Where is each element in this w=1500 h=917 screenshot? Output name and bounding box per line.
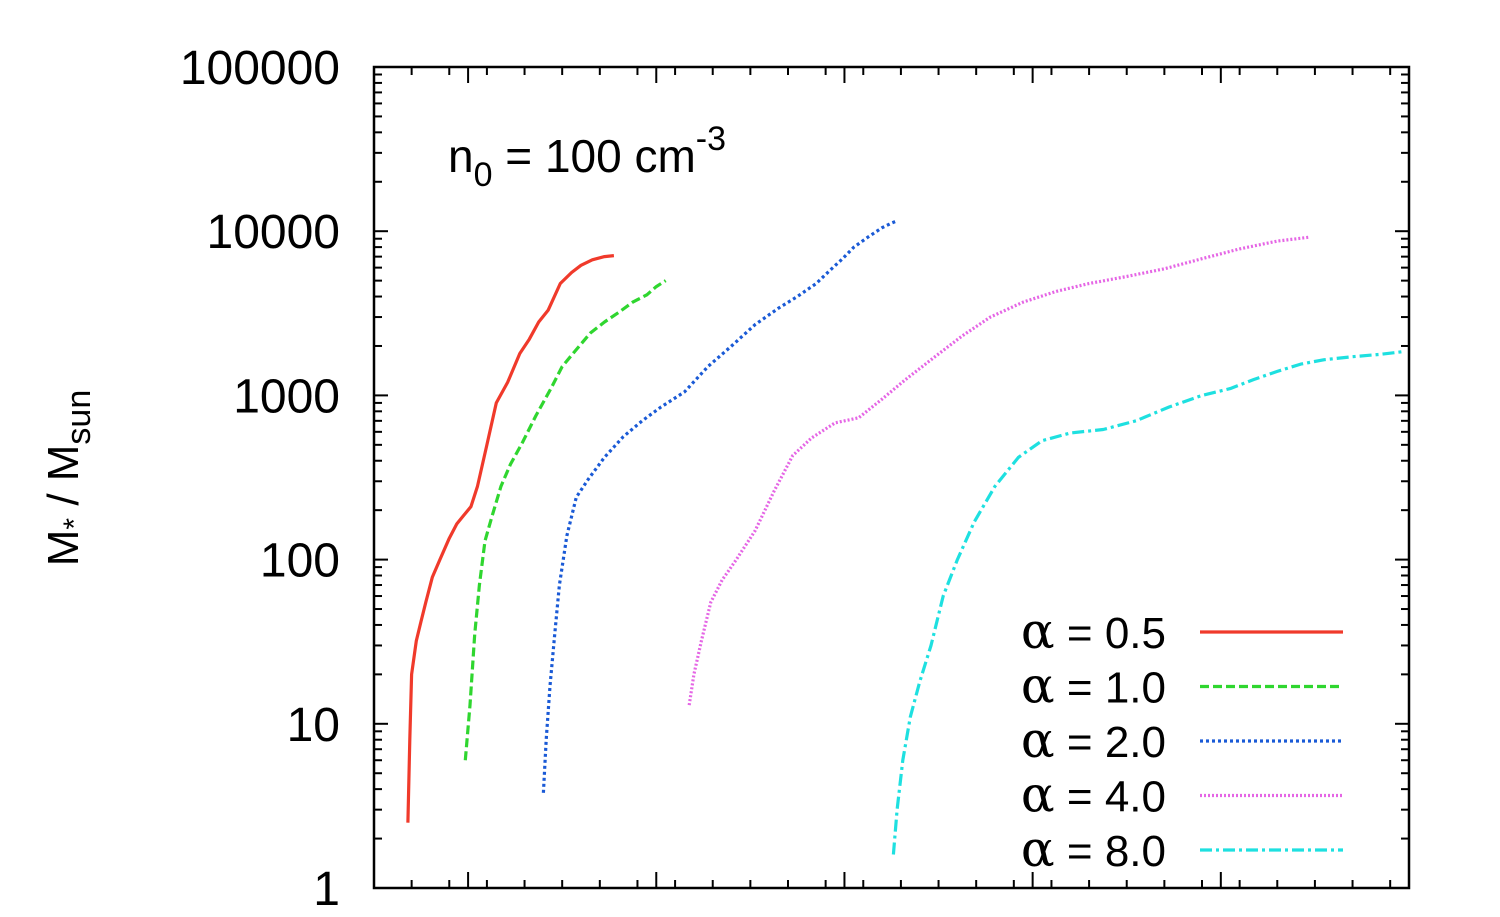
density-annotation: n0 = 100 cm-3 <box>448 120 726 194</box>
legend-alpha-symbol: α <box>1021 602 1055 660</box>
ylabel-sub: sun <box>60 390 98 445</box>
chart: 1 10 100 1000 10000 100000 M* / Msun n0 = 100… <box>0 0 1500 917</box>
series-group <box>408 221 1404 854</box>
y-tick-label: 1 <box>313 863 340 916</box>
annotation-sup: -3 <box>696 120 726 158</box>
y-tick-label: 100000 <box>180 42 340 95</box>
plot-frame <box>374 67 1409 888</box>
annotation-sub: 0 <box>474 156 493 194</box>
legend-value: = 4.0 <box>1055 773 1166 822</box>
annotation-mid: = 100 cm <box>493 130 696 182</box>
legend-alpha-symbol: α <box>1021 820 1055 878</box>
series-line-4 <box>689 237 1310 705</box>
y-tick-label: 100 <box>260 535 340 588</box>
legend-label-2: α = 1.0 <box>1021 657 1166 715</box>
y-tick-label: 10 <box>287 699 340 752</box>
annotation-base: n <box>448 130 474 182</box>
legend-label-1: α = 0.5 <box>1021 602 1166 660</box>
legend-alpha-symbol: α <box>1021 766 1055 824</box>
y-tick-label: 10000 <box>207 206 340 259</box>
legend-alpha-symbol: α <box>1021 711 1055 769</box>
legend-value: = 8.0 <box>1055 827 1166 876</box>
svg-text:M* / Msun: M* / Msun <box>39 390 98 567</box>
legend-label-4: α = 4.0 <box>1021 766 1166 824</box>
legend-value: = 1.0 <box>1055 664 1166 713</box>
ylabel-mid: / M <box>39 445 88 518</box>
y-axis-label: M* / Msun <box>39 390 98 567</box>
ylabel-star: * <box>58 518 91 530</box>
axis-ticks <box>374 67 1409 888</box>
legend-value: = 2.0 <box>1055 718 1166 767</box>
legend-label-3: α = 2.0 <box>1021 711 1166 769</box>
ylabel-base: M <box>39 530 88 567</box>
svg-text:n0 = 100 cm-3: n0 = 100 cm-3 <box>448 120 726 194</box>
y-tick-labels: 1 10 100 1000 10000 100000 <box>180 42 340 916</box>
y-tick-label: 1000 <box>233 370 340 423</box>
legend-alpha-symbol: α <box>1021 657 1055 715</box>
legend-label-5: α = 8.0 <box>1021 820 1166 878</box>
legend-value: = 0.5 <box>1055 609 1166 658</box>
legend: α = 0.5α = 1.0α = 2.0α = 4.0α = 8.0 <box>1021 602 1343 878</box>
series-line-2 <box>465 281 665 761</box>
series-line-3 <box>543 221 896 793</box>
